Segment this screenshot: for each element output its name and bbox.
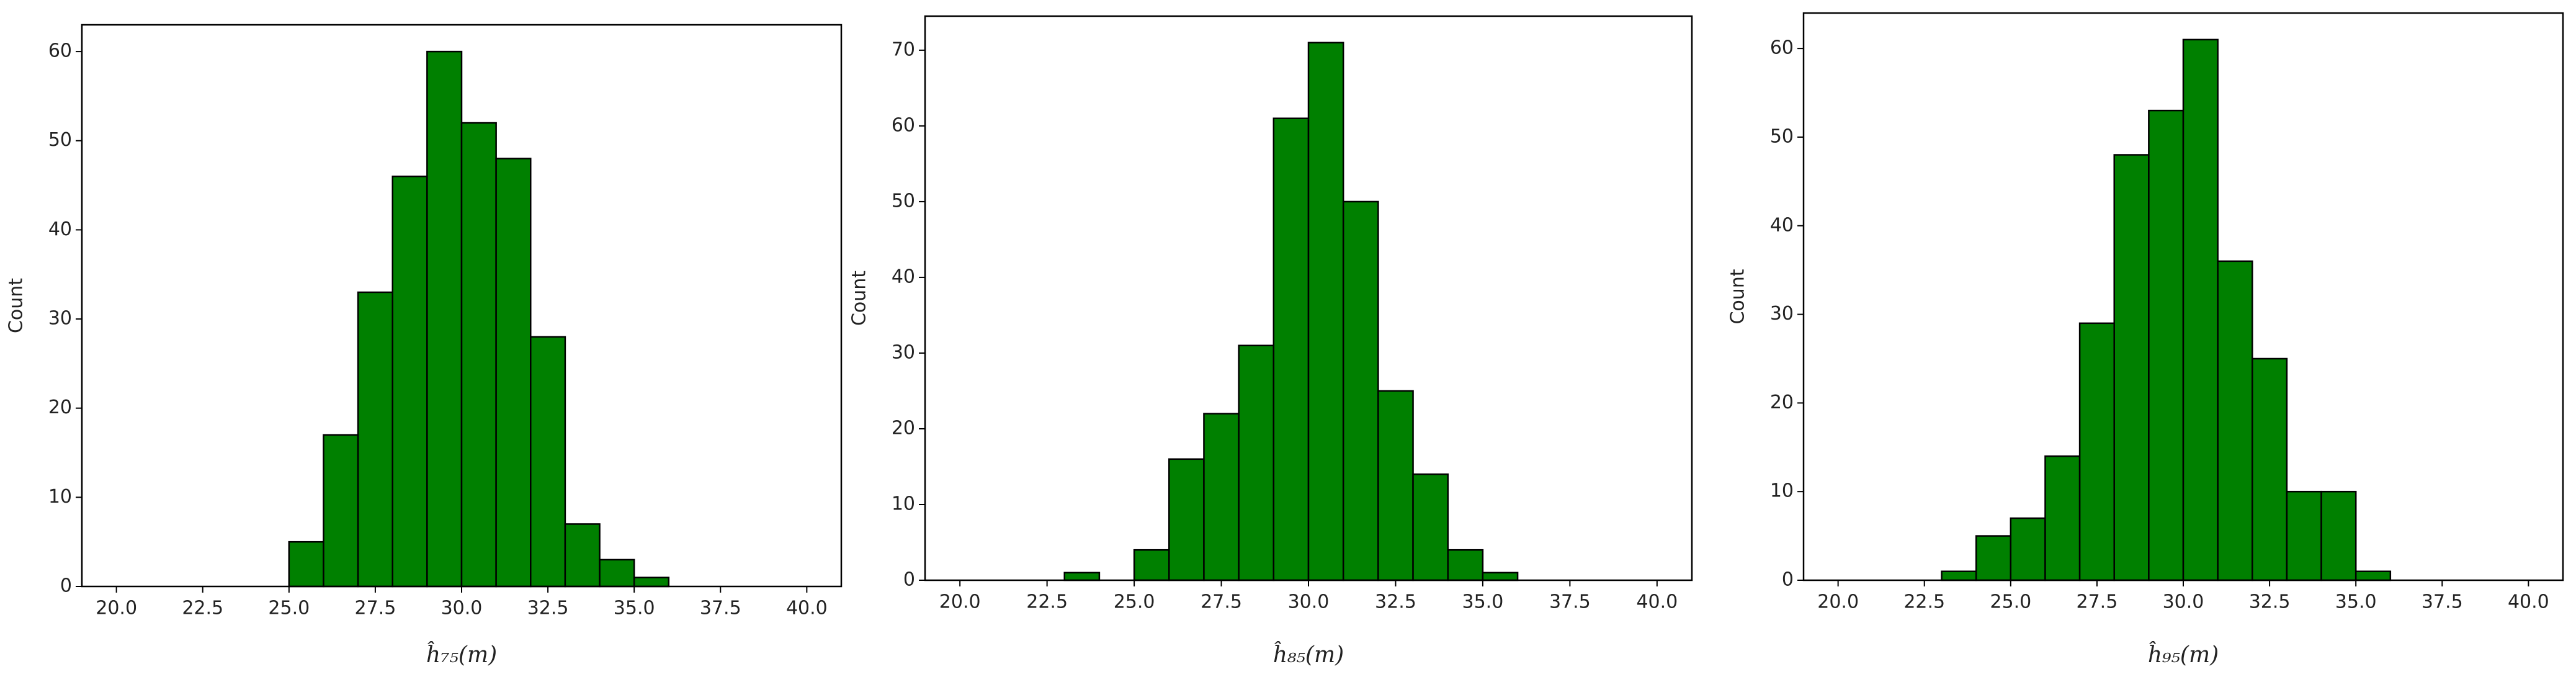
y-tick-label: 20 bbox=[892, 417, 915, 439]
y-tick-label: 10 bbox=[892, 493, 915, 514]
y-tick-label: 30 bbox=[48, 308, 72, 330]
bar bbox=[1482, 572, 1519, 581]
x-tick-label: 20.0 bbox=[939, 591, 981, 613]
bar bbox=[1168, 458, 1205, 581]
bar bbox=[1133, 549, 1170, 581]
x-tick-label: 35.0 bbox=[2335, 591, 2377, 613]
x-tick-label: 20.0 bbox=[96, 598, 137, 619]
x-tick-label: 40.0 bbox=[2508, 591, 2549, 613]
y-tick-label: 50 bbox=[1770, 125, 1794, 147]
y-axis-label: Count bbox=[1727, 269, 1749, 324]
y-tick-label: 50 bbox=[48, 129, 72, 151]
bar bbox=[564, 523, 601, 588]
bar bbox=[2078, 322, 2115, 581]
bar bbox=[599, 559, 635, 588]
x-tick-label: 27.5 bbox=[1201, 591, 1242, 613]
y-tick-label: 40 bbox=[892, 266, 915, 287]
bar bbox=[1377, 390, 1414, 581]
y-axis-label: Count bbox=[6, 278, 27, 333]
bar bbox=[2044, 455, 2081, 581]
x-tick-label: 27.5 bbox=[355, 598, 396, 619]
bar bbox=[460, 122, 497, 588]
y-tick-label: 20 bbox=[1770, 392, 1794, 413]
x-tick-label: 37.5 bbox=[1549, 591, 1591, 613]
bar bbox=[1941, 570, 1977, 581]
bar bbox=[323, 434, 359, 588]
bar bbox=[2217, 260, 2253, 581]
y-tick-label: 30 bbox=[1770, 303, 1794, 325]
y-tick-label: 60 bbox=[1770, 37, 1794, 59]
x-tick-label: 37.5 bbox=[700, 598, 741, 619]
bar bbox=[2182, 38, 2219, 581]
bar bbox=[2148, 109, 2185, 581]
x-tick-label: 35.0 bbox=[1462, 591, 1504, 613]
bar bbox=[2286, 490, 2322, 581]
x-tick-label: 20.0 bbox=[1817, 591, 1859, 613]
bar bbox=[357, 291, 393, 588]
y-tick-label: 70 bbox=[892, 38, 915, 60]
x-tick-label: 32.5 bbox=[1375, 591, 1416, 613]
x-tick-label: 25.0 bbox=[1114, 591, 1155, 613]
x-tick-label: 22.5 bbox=[1026, 591, 1068, 613]
bar bbox=[2010, 517, 2046, 581]
x-tick-label: 32.5 bbox=[527, 598, 569, 619]
x-tick-label: 27.5 bbox=[2077, 591, 2118, 613]
x-tick-label: 22.5 bbox=[1903, 591, 1945, 613]
bar bbox=[633, 577, 670, 588]
bar bbox=[530, 336, 566, 588]
chart-panel: 20.0 22.5 25.0 27.5 30.0 32.5 35.0 37.5 40.0 0 10 2… bbox=[6, 24, 843, 668]
y-tick-label: 60 bbox=[48, 40, 72, 62]
bar bbox=[2355, 570, 2392, 581]
x-axis-label: ĥ₇₅(m) bbox=[426, 642, 497, 668]
x-tick-label: 30.0 bbox=[2163, 591, 2204, 613]
chart-panel: 20.0 22.5 25.0 27.5 30.0 32.5 35.0 37.5 40.0 0 10 2… bbox=[849, 15, 1693, 668]
x-tick-label: 40.0 bbox=[786, 598, 828, 619]
y-tick-label: 10 bbox=[1770, 480, 1794, 502]
bar bbox=[1063, 572, 1101, 581]
x-tick-label: 32.5 bbox=[2249, 591, 2291, 613]
bar bbox=[2320, 490, 2357, 581]
bar bbox=[1447, 549, 1484, 581]
x-tick-label: 25.0 bbox=[1990, 591, 2031, 613]
y-tick-label: 40 bbox=[1770, 214, 1794, 236]
bar bbox=[495, 158, 532, 588]
bar bbox=[1412, 473, 1449, 581]
y-tick-label: 0 bbox=[1782, 569, 1794, 591]
bar bbox=[288, 541, 324, 588]
y-tick-label: 20 bbox=[48, 397, 72, 418]
x-axis-label: ĥ₉₅(m) bbox=[2148, 642, 2219, 668]
bar bbox=[1203, 413, 1240, 581]
bar bbox=[391, 175, 428, 588]
bar bbox=[426, 50, 463, 588]
y-tick-label: 50 bbox=[892, 190, 915, 212]
x-tick-label: 35.0 bbox=[614, 598, 655, 619]
bar bbox=[1238, 344, 1275, 581]
y-axis-label: Count bbox=[849, 271, 870, 326]
bar bbox=[1272, 117, 1310, 581]
chart-panel: 20.0 22.5 25.0 27.5 30.0 32.5 35.0 37.5 40.0 0 10 2… bbox=[1727, 12, 2564, 668]
x-tick-label: 30.0 bbox=[1288, 591, 1330, 613]
bar bbox=[1307, 42, 1344, 581]
y-tick-label: 40 bbox=[48, 218, 72, 240]
y-tick-label: 0 bbox=[903, 569, 915, 591]
bar bbox=[1975, 535, 2012, 581]
y-tick-label: 10 bbox=[48, 486, 72, 508]
x-tick-label: 22.5 bbox=[182, 598, 223, 619]
y-tick-label: 60 bbox=[892, 114, 915, 136]
x-tick-label: 37.5 bbox=[2422, 591, 2463, 613]
y-tick-label: 0 bbox=[60, 575, 72, 597]
x-tick-label: 25.0 bbox=[268, 598, 310, 619]
x-tick-label: 40.0 bbox=[1636, 591, 1678, 613]
bar bbox=[2252, 357, 2288, 581]
bar bbox=[1342, 200, 1379, 581]
x-axis-label: ĥ₈₅(m) bbox=[1273, 642, 1344, 668]
x-tick-label: 30.0 bbox=[441, 598, 483, 619]
bar bbox=[2113, 154, 2150, 581]
y-tick-label: 30 bbox=[892, 341, 915, 363]
